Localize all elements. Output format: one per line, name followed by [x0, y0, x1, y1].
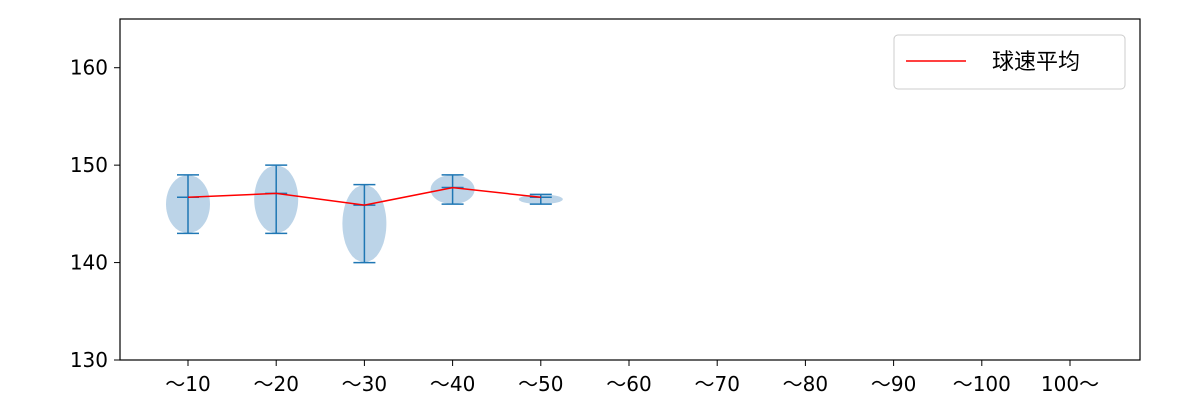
- x-tick-label: 〜80: [783, 372, 828, 396]
- axes: [119, 18, 1141, 361]
- y-tick-label: 130: [70, 348, 108, 372]
- y-axis-ticks: 130 140 150 160: [70, 56, 120, 372]
- x-axis-ticks: 〜10 〜20 〜30 〜40 〜50 〜60 〜70 〜80 〜90 〜100 100〜: [165, 360, 1099, 396]
- mean-velocity-line: [187, 186, 541, 206]
- x-tick-label: 〜20: [253, 372, 298, 396]
- x-tick-label: 〜90: [871, 372, 916, 396]
- x-tick-label: 〜70: [694, 372, 739, 396]
- x-tick-label: 100〜: [1041, 372, 1099, 396]
- mean-line-layer: [187, 186, 541, 206]
- legend: 球速平均: [893, 34, 1126, 90]
- plot-frame: [119, 18, 1141, 361]
- x-tick-label: 〜40: [430, 372, 475, 396]
- x-tick-label: 〜50: [518, 372, 563, 396]
- x-tick-label: 〜100: [953, 372, 1011, 396]
- y-tick-label: 140: [70, 251, 108, 275]
- violin-layer: [166, 164, 563, 264]
- x-tick-label: 〜10: [165, 372, 210, 396]
- y-tick-label: 160: [70, 56, 108, 80]
- legend-label: 球速平均: [992, 50, 1080, 75]
- y-tick-label: 150: [70, 153, 108, 177]
- x-tick-label: 〜30: [342, 372, 387, 396]
- x-tick-label: 〜60: [606, 372, 651, 396]
- legend-box: [893, 34, 1126, 90]
